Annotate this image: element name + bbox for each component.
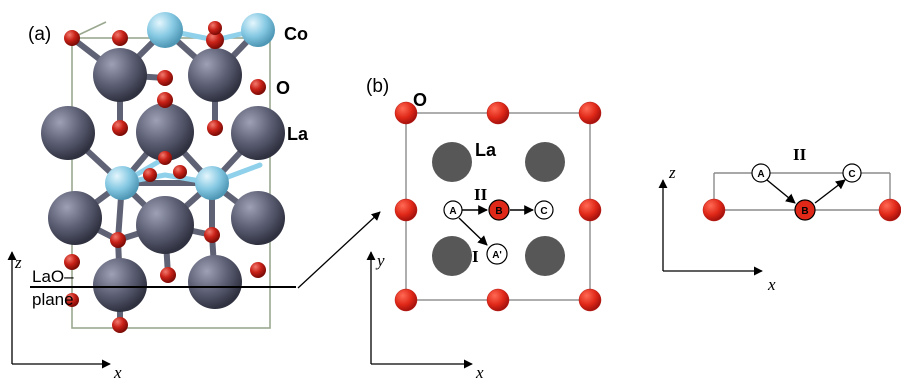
site-a: A bbox=[443, 200, 463, 220]
plane-label-line1: LaO– bbox=[32, 267, 74, 286]
axis-y-label-b: y bbox=[375, 251, 385, 270]
side-site-b: B bbox=[794, 199, 816, 221]
path-arrows-b bbox=[458, 205, 534, 246]
panel-a: (a) bbox=[7, 12, 309, 378]
la-label: La bbox=[287, 124, 309, 144]
axes-a bbox=[7, 251, 111, 369]
side-site-a: A bbox=[751, 163, 771, 183]
axis-x-label: x bbox=[113, 363, 122, 378]
axis-x-label-b: x bbox=[475, 363, 484, 378]
o-label: O bbox=[276, 78, 290, 98]
path-I-label: I bbox=[472, 247, 479, 266]
co-atoms bbox=[105, 12, 275, 200]
o-atoms bbox=[64, 21, 266, 333]
axis-z-label-side: z bbox=[668, 163, 676, 182]
zoom-arrow bbox=[297, 211, 381, 289]
site-c: C bbox=[534, 200, 554, 220]
path-arrows-side bbox=[766, 179, 846, 204]
panel-b-la-label: La bbox=[475, 140, 497, 160]
la-atoms bbox=[41, 48, 285, 312]
panel-side: A B C II z x bbox=[658, 145, 901, 294]
axis-x-label-side: x bbox=[767, 275, 776, 294]
panel-b-label: (b) bbox=[366, 76, 389, 97]
axis-z-label: z bbox=[14, 253, 22, 272]
side-site-b-label: B bbox=[801, 206, 808, 217]
plane-la-atoms bbox=[432, 142, 565, 276]
site-a-prime-label: A' bbox=[492, 250, 502, 261]
side-site-c-label: C bbox=[848, 169, 855, 180]
path-II-label-b: II bbox=[474, 185, 488, 204]
co-label: Co bbox=[284, 24, 308, 44]
site-b-label: B bbox=[495, 206, 502, 217]
panel-b: (b) O La bbox=[366, 76, 602, 378]
axes-side bbox=[658, 179, 763, 276]
axes-b bbox=[366, 251, 473, 369]
site-c-label: C bbox=[540, 206, 547, 217]
site-a-prime: A' bbox=[486, 243, 508, 265]
plane-label-line2: plane bbox=[32, 290, 74, 309]
site-a-label: A bbox=[449, 206, 456, 217]
side-site-a-label: A bbox=[757, 169, 764, 180]
path-II-label-side: II bbox=[793, 145, 807, 164]
panel-a-label: (a) bbox=[28, 24, 51, 45]
panel-b-o-label: O bbox=[413, 90, 427, 110]
site-b: B bbox=[488, 199, 510, 221]
side-o-atoms bbox=[702, 198, 901, 222]
side-site-c: C bbox=[842, 163, 862, 183]
plane-o-atoms bbox=[394, 101, 602, 312]
